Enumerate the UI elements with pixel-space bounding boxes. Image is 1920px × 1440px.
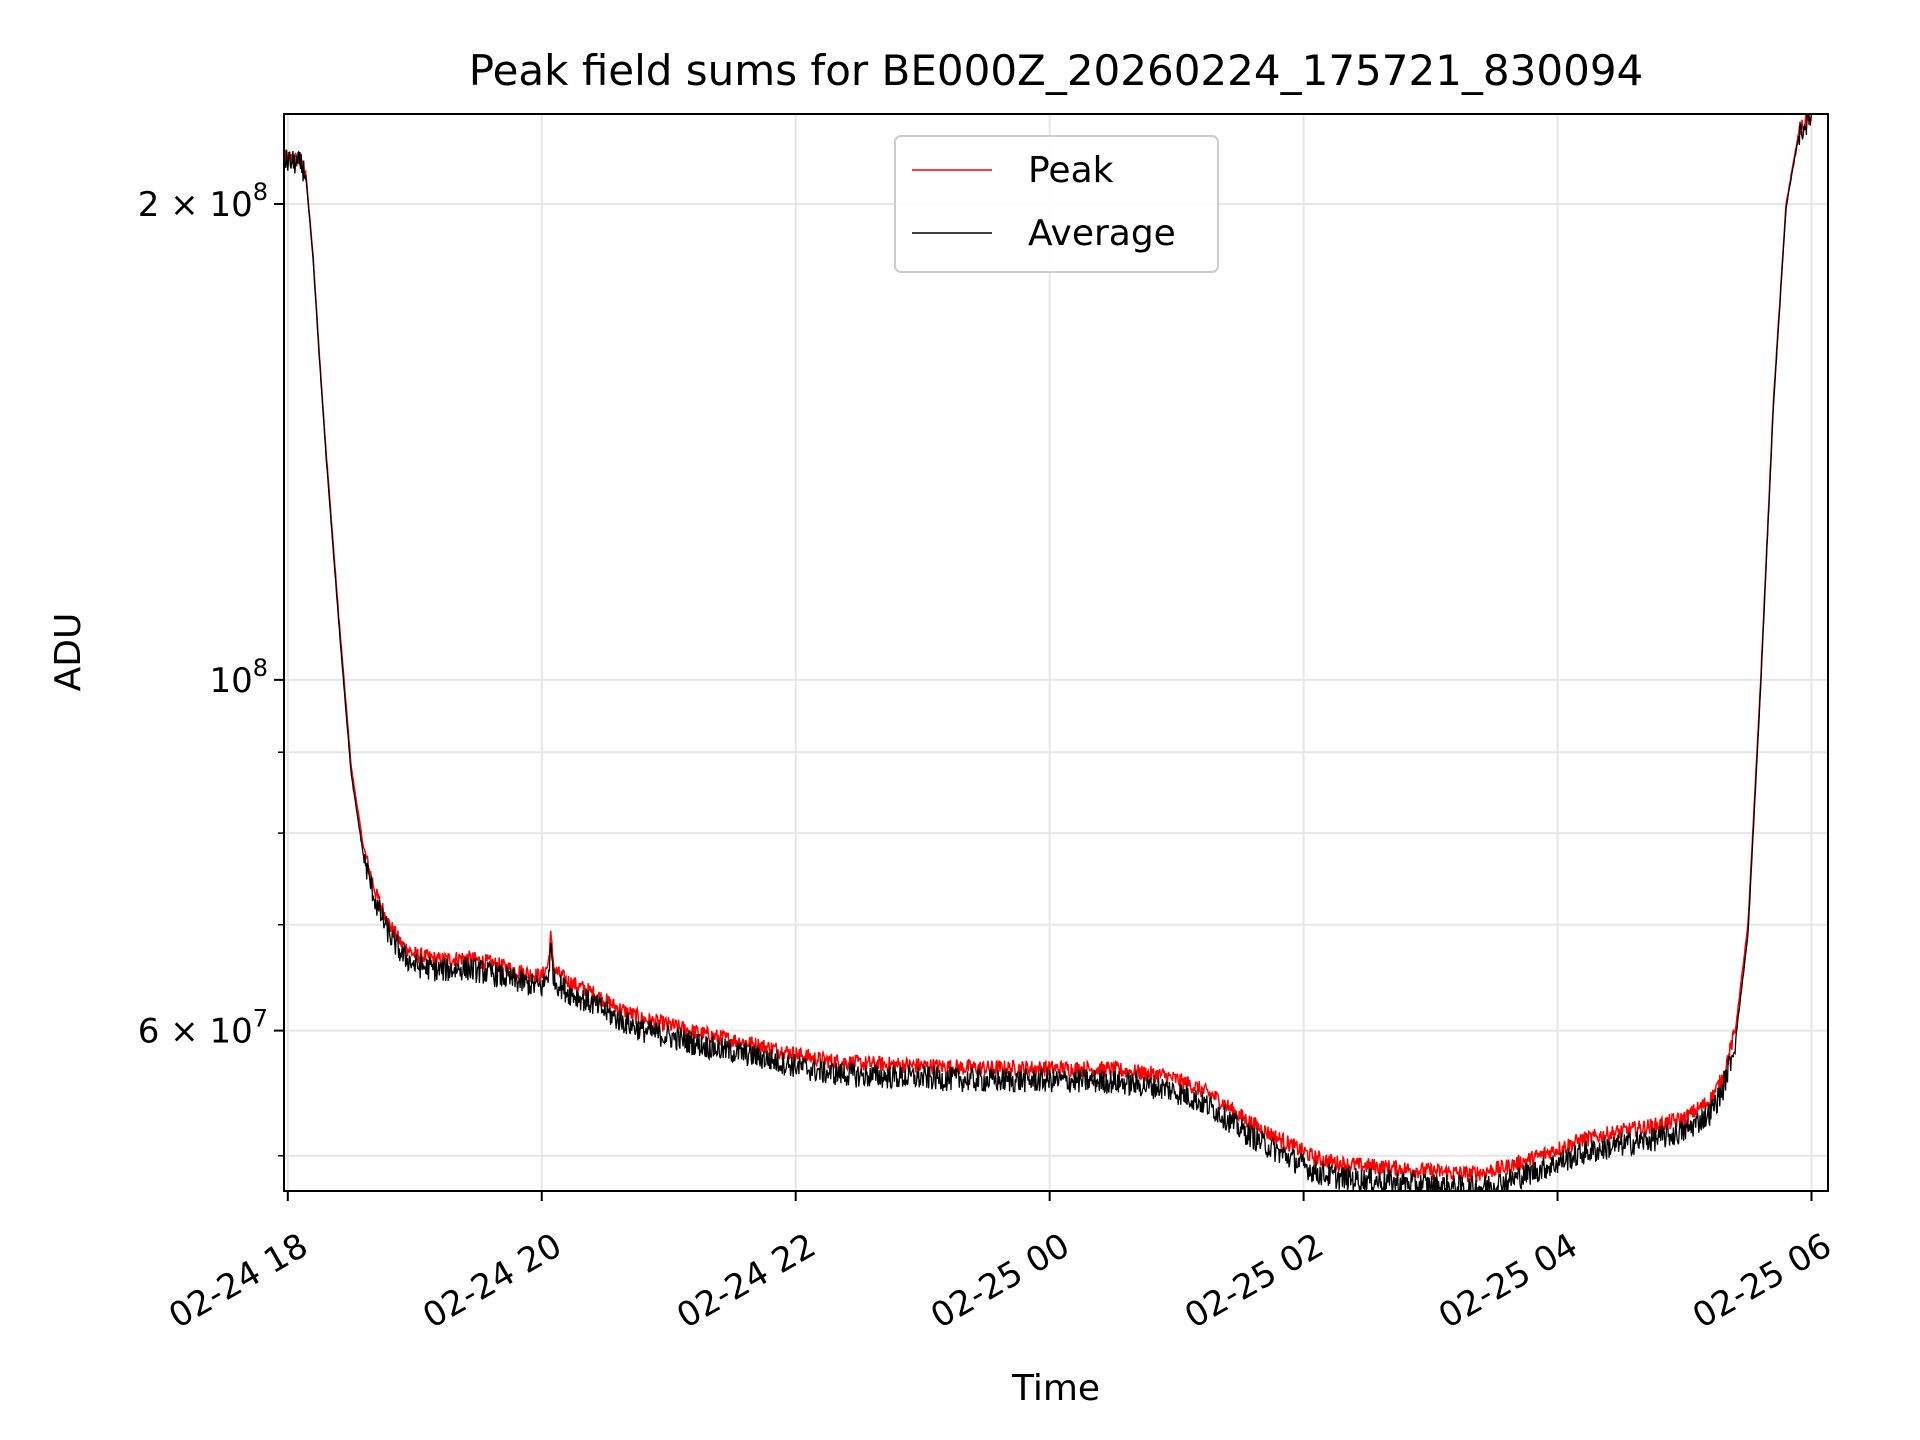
y-tick-label: 2 × 108 xyxy=(138,178,268,225)
y-tick-mantissa: 2 × xyxy=(138,185,210,225)
series-layer xyxy=(284,114,1813,1191)
y-axis-label: ADU xyxy=(48,613,89,692)
y-tick-base: 10 xyxy=(209,1012,252,1052)
y-tick-base: 10 xyxy=(209,661,252,701)
y-tick-mantissa: 6 × xyxy=(138,1012,210,1052)
legend-label-average: Average xyxy=(1028,213,1176,254)
legend: Peak Average xyxy=(894,135,1219,273)
y-tick-exponent: 8 xyxy=(253,178,268,206)
series-line-peak xyxy=(284,114,1812,1183)
y-tick-label: 6 × 107 xyxy=(138,1005,268,1052)
y-tick-exponent: 7 xyxy=(253,1005,268,1033)
y-tick-exponent: 8 xyxy=(253,654,268,682)
x-axis-label: Time xyxy=(1011,1368,1100,1409)
legend-label-peak: Peak xyxy=(1028,150,1114,191)
y-tick-base: 10 xyxy=(209,185,252,225)
chart-title: Peak field sums for BE000Z_20260224_1757… xyxy=(469,46,1644,95)
plot-frame xyxy=(283,113,1829,1192)
series-line-average xyxy=(284,114,1813,1191)
y-tick-label: 108 xyxy=(209,654,268,701)
